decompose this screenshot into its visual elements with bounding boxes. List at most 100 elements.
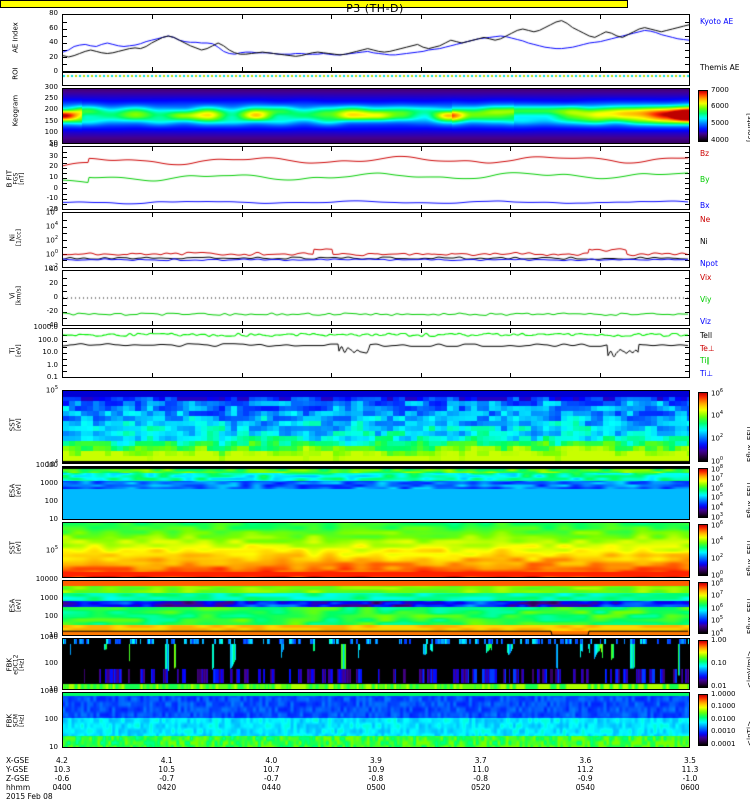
plot-canvas [63,89,689,143]
ylabel-esa_e: ESA [eV] [8,483,23,498]
bottom-x_gse-0: 4.2 [56,756,68,765]
colorbar-tick-esa_i-2: 106 [711,602,724,612]
ytick-vi-1: 20 [49,279,58,287]
ytick-esa_e-1: 1000 [40,479,58,487]
colorbar-tick-sst_e-3: 100 [711,455,724,465]
panel-roi [62,72,690,86]
ytick-keogram-5: 50 [49,139,58,147]
panel-ti [62,328,690,378]
plot-canvas [63,391,689,463]
ytick-fbk_b-1: 100 [44,715,58,723]
legend-ni-1: Ni [700,237,708,246]
plot-canvas [63,639,689,689]
panel-ae [62,14,690,72]
bottom-x_gse-6: 3.5 [684,756,696,765]
ylabel-sst_e: SST [eV] [8,418,23,432]
colorbar-tick-keogram-3: 4000 [711,135,729,144]
panel-fbk_e [62,638,690,690]
ytick-sst_e-0: 105 [45,385,58,395]
colorbar-tick-fbk_b-4: 0.0001 [711,739,736,748]
colorbar-tick-fbk_e-1: 0.10 [711,658,727,667]
ytick-ti-2: 10.0 [42,348,58,356]
colorbar-tick-fbk_e-0: 1.00 [711,635,727,644]
ytick-keogram-1: 250 [44,94,58,103]
ytick-ni-3: 100 [45,249,58,259]
ytick-ni-0: 105 [45,207,58,217]
legend-ni-0: Ne [700,215,711,224]
colorbar-tick-esa_e-2: 106 [711,482,724,493]
ytick-fbk_b-0: 1000 [40,687,58,695]
colorbar-tick-keogram-1: 6000 [711,102,729,111]
ytick-sst_i-0: 105 [45,545,58,555]
legend-ni-2: Npot [700,259,718,268]
colorbar-tick-esa_i-3: 105 [711,615,724,625]
plot-canvas [63,213,689,267]
legend-bfit-2: Bx [700,201,710,210]
bottom-row-label-3: hhmm [6,783,31,792]
bottom-x_gse-1: 4.1 [160,756,173,765]
legend-vi-0: Vix [700,273,712,282]
ytick-fbk_e-0: 1000 [40,633,58,641]
panel-fbk_b [62,692,690,748]
ytick-vi-0: 40 [49,265,58,273]
bottom-date: 2015 Feb 08 [6,792,53,801]
colorbar-tick-sst_e-0: 106 [711,387,724,397]
bottom-z_gse-5: -0.9 [578,774,593,783]
ytick-esa_e-3: 10 [49,515,58,523]
colorbar-label-sst_e: Eflux, EFU [746,426,750,462]
legend-ti-0: Tell [700,331,713,340]
legend-ti-3: Ti⊥ [700,369,713,378]
ytick-ae-3: 20 [49,52,58,61]
colorbar-tick-fbk_b-0: 1.0000 [711,689,736,698]
bottom-hhmm-6: 0600 [680,783,700,792]
colorbar-keogram [698,90,708,142]
bottom-hhmm-3: 0500 [366,783,386,792]
bottom-hhmm-1: 0420 [157,783,177,792]
ytick-esa_i-1: 1000 [40,593,58,602]
ytick-ni-1: 104 [45,221,58,231]
colorbar-label-fbk_b: <|nT|> [746,720,750,746]
bottom-row-label-0: X-GSE [6,756,30,765]
ytick-vi-4: -40 [46,321,58,329]
bottom-x_gse-3: 3.9 [370,756,382,765]
colorbar-tick-sst_e-1: 104 [711,410,724,420]
ylabel-esa_i: ESA [eV] [8,598,23,613]
colorbar-tick-keogram-0: 7000 [711,85,729,94]
ytick-bfit-1: 30 [49,151,58,160]
colorbar-tick-fbk_b-2: 0.0100 [711,714,736,723]
ytick-ti-4: 0.1 [46,373,58,381]
bottom-y_gse-3: 10.9 [367,765,385,774]
colorbar-label-fbk_e: <|mV/m|> [746,650,750,688]
plot-canvas [63,73,689,85]
legend-bfit-0: Bz [700,149,710,158]
colorbar-sst_i [698,524,708,576]
colorbar-tick-keogram-2: 5000 [711,118,729,127]
legend-ae-0: Kyoto AE [700,17,734,26]
colorbar-fbk_e [698,640,708,688]
colorbar-label-sst_i: Eflux, EFU [746,540,750,576]
colorbar-tick-esa_e-0: 108 [711,463,724,473]
ytick-ti-3: 1.0 [46,360,58,369]
bottom-row-label-1: Y-GSE [6,765,28,774]
page-title: P3 (TH-D) [346,2,404,15]
ytick-bfit-0: 40 [49,141,58,149]
panel-esa_e [62,466,690,520]
bottom-row-label-2: Z-GSE [6,774,30,783]
panel-ni [62,212,690,268]
bottom-y_gse-2: 10.7 [262,765,280,774]
plot-canvas [63,581,689,635]
legend-vi-1: Viy [700,295,712,304]
plot-canvas [63,467,689,519]
ytick-bfit-3: 10 [49,173,58,181]
legend-bfit-1: By [700,175,710,184]
ytick-esa_i-3: 10 [49,631,58,639]
plot-canvas [63,147,689,209]
ytick-ae-0: 80 [49,9,58,17]
colorbar-sst_e [698,392,708,462]
ytick-vi-2: 0 [53,293,58,301]
ytick-ti-0: 1000.0 [33,323,59,331]
bottom-z_gse-6: -1.0 [682,774,698,783]
bottom-z_gse-1: -0.7 [159,774,174,783]
ytick-bfit-4: 0 [53,183,58,192]
